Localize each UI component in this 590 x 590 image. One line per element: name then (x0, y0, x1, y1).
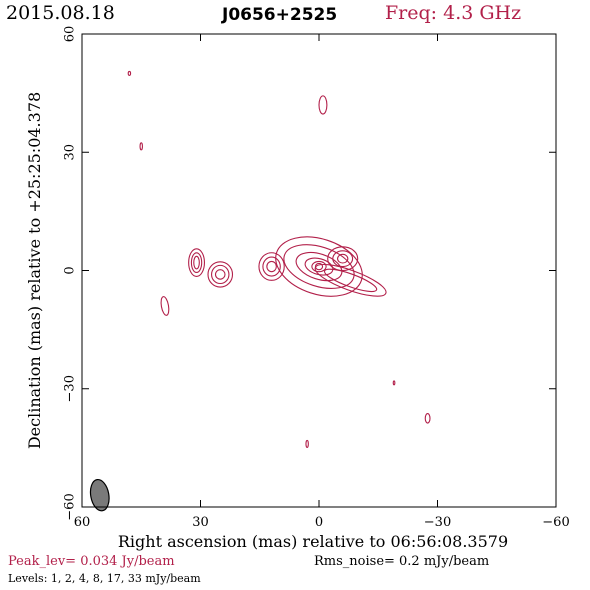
y-tick-label: 60 (63, 26, 78, 43)
y-axis-label: Declination (mas) relative to +25:25:04.… (25, 92, 44, 449)
y-tick-label: 30 (63, 144, 78, 161)
contour-dot-3-m44-1 (305, 439, 309, 449)
contour-levels: Levels: 1, 2, 4, 8, 17, 33 mJy/beam (8, 572, 201, 585)
contour-dot-48-50-1 (127, 70, 132, 76)
y-tick-label: −60 (63, 493, 78, 520)
contour-jet-east-1-1 (327, 246, 359, 272)
y-tick-label: 0 (63, 266, 78, 274)
contour-jet-tail-1 (314, 263, 387, 297)
contour-jet-east-1-2 (332, 250, 354, 268)
contour-blob-24-1 (207, 261, 234, 288)
beam-layer (89, 478, 110, 512)
x-tick-label: −60 (542, 515, 569, 530)
contour-knot-west-1 (258, 252, 285, 281)
contour-core-3 (295, 251, 343, 282)
observation-date: 2015.08.18 (6, 2, 115, 24)
contour-knot-west-2 (262, 256, 281, 277)
contour-dot-m27-m38-1 (424, 413, 431, 424)
frequency-label: Freq: 4.3 GHz (385, 2, 522, 24)
contour-blob-30-2 (190, 252, 203, 274)
contour-blob-30-3 (193, 255, 200, 270)
contour-jet-tail-2 (323, 268, 378, 293)
y-tick-label: −30 (63, 375, 78, 402)
x-tick-label: 30 (192, 515, 209, 530)
x-axis-label: Right ascension (mas) relative to 06:56:… (118, 532, 508, 551)
beam-ellipse (89, 478, 110, 512)
contour-blob-30-1 (188, 248, 206, 277)
contour-layer (127, 70, 431, 449)
source-name: J0656+2525 (222, 5, 338, 25)
x-tick-label: 0 (315, 515, 323, 530)
contour-knot-west-3 (266, 260, 277, 273)
contour-blob-39-1 (160, 296, 170, 316)
contour-core-4 (304, 257, 334, 276)
contour-blob-24-2 (211, 264, 230, 285)
contour-core-1 (275, 236, 363, 297)
rms-noise: Rms_noise= 0.2 mJy/beam (314, 554, 490, 569)
contour-core-5 (311, 260, 327, 273)
contour-blob-north-1 (318, 95, 328, 115)
x-tick-label: −30 (424, 515, 451, 530)
contour-blob-24-3 (214, 269, 226, 280)
contour-jet-east-1-3 (337, 253, 349, 264)
x-tick-label: 60 (74, 515, 91, 530)
contour-core-2 (283, 244, 355, 289)
peak-level: Peak_lev= 0.034 Jy/beam (8, 554, 175, 569)
contour-dot-m19-m28-1 (392, 380, 396, 386)
contour-dot-45-32-1 (139, 142, 143, 151)
